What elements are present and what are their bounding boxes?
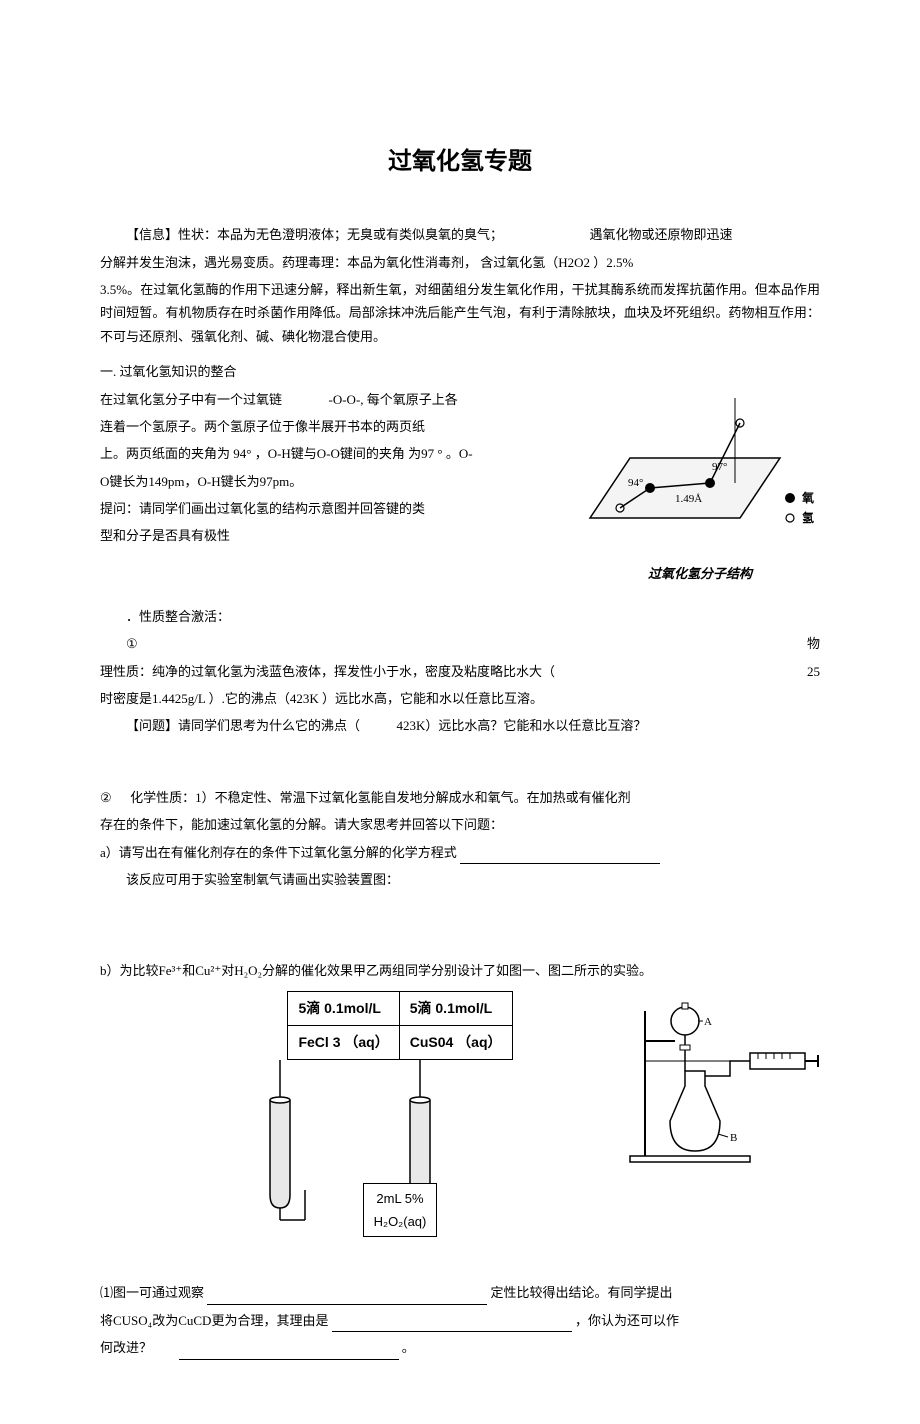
- question-1: 【问题】请同学们思考为什么它的沸点（ 423K）远比水高？它能和水以任意比互溶？: [100, 714, 820, 737]
- bond-length: 1.49Å: [675, 493, 702, 505]
- q-line-3: 何改进？ 。: [100, 1336, 820, 1359]
- legend-hydrogen: 氢: [802, 510, 814, 525]
- label-a: A: [704, 1016, 712, 1028]
- chem-a2: 该反应可用于实验室制氧气请画出实验装置图：: [100, 868, 820, 891]
- circle-2: ②: [100, 790, 112, 805]
- info-paragraph: 【信息】性状：本品为无色澄明液体；无臭或有类似臭氧的臭气； 遇氧化物或还原物即迅…: [100, 223, 820, 246]
- document-page: 过氧化氢专题 【信息】性状：本品为无色澄明液体；无臭或有类似臭氧的臭气； 遇氧化…: [0, 0, 920, 1424]
- blank-2: [332, 1318, 572, 1332]
- drop-right-2: CuS04 （aq）: [399, 1026, 512, 1060]
- box-line1: 2mL 5%: [374, 1187, 427, 1210]
- q1a: 【问题】请同学们思考为什么它的沸点（: [126, 718, 360, 733]
- structure-figure: 94° 97° 1.49Å 氧 氢 过氧化氢分子结构: [580, 388, 820, 585]
- chem-a: a）请写出在有催化剂存在的条件下过氧化氢分解的化学方程式: [100, 841, 820, 864]
- drop-left-2: FeCl 3 （aq）: [288, 1026, 399, 1060]
- info-cont1: 遇氧化物或还原物即迅速: [590, 227, 733, 242]
- props-p1a: 理性质：纯净的过氧化氢为浅蓝色液体，挥发性小于水，密度及粘度略比水大（: [100, 664, 555, 679]
- angle-94: 94°: [628, 477, 643, 489]
- q1b-text: 定性比较得出结论。有同学提出: [491, 1285, 673, 1300]
- props-p1c: 时密度是1.4425g/L ）.它的沸点（423K ）远比水高，它能和水以任意比…: [100, 687, 820, 710]
- apparatus-svg: A B: [620, 991, 820, 1171]
- h2o2-box: 2mL 5% H₂O₂(aq): [363, 1183, 438, 1238]
- q3b-text: 。: [402, 1340, 415, 1355]
- chem-h: 化学性质：1）不稳定性、常温下过氧化氢能自发地分解成水和氧气。在加热或有催化剂: [130, 790, 631, 805]
- blank-3: [179, 1346, 399, 1360]
- sec1-p1b: -O-O-, 每个氧原子上各: [329, 392, 458, 407]
- chem-b: b）为比较Fe³⁺和Cu²⁺对H₂O₂分解的催化效果甲乙两组同学分别设计了如图一…: [100, 959, 820, 982]
- q1b: 423K）远比水高？它能和水以任意比互溶？: [397, 718, 647, 733]
- experiment-fig-1: 5滴 0.1mol/L 5滴 0.1mol/L FeCl 3 （aq） CuS0…: [200, 991, 600, 1238]
- info-line2: 分解并发生泡沫，遇光易变质。药理毒理：本品为氧化性消毒剂， 含过氧化氢（H2O2…: [100, 251, 820, 274]
- q3a-text: 何改进？: [100, 1340, 152, 1355]
- drops-table: 5滴 0.1mol/L 5滴 0.1mol/L FeCl 3 （aq） CuS0…: [287, 991, 512, 1060]
- chem-a-text: a）请写出在有催化剂存在的条件下过氧化氢分解的化学方程式: [100, 845, 457, 860]
- figure-caption: 过氧化氢分子结构: [580, 562, 820, 585]
- legend-oxygen: 氧: [801, 490, 814, 505]
- q1a-text: ⑴图一可通过观察: [100, 1285, 204, 1300]
- structure-svg: 94° 97° 1.49Å 氧 氢: [580, 388, 820, 558]
- drop-left-1: 5滴 0.1mol/L: [288, 991, 399, 1025]
- wu-char: 物: [781, 632, 820, 655]
- box-line2: H₂O₂(aq): [374, 1210, 427, 1233]
- q-line-1: ⑴图一可通过观察 定性比较得出结论。有同学提出: [100, 1281, 820, 1304]
- q2a-text: 将CUSO₄改为CuCD更为合理，其理由是: [100, 1313, 328, 1328]
- chem-head-line: ② 化学性质：1）不稳定性、常温下过氧化氢能自发地分解成水和氧气。在加热或有催化…: [100, 786, 820, 809]
- props-p1: 理性质：纯净的过氧化氢为浅蓝色液体，挥发性小于水，密度及粘度略比水大（ 25: [100, 660, 820, 683]
- num-25: 25: [807, 660, 820, 683]
- chem-p1: 存在的条件下，能加速过氧化氢的分解。请大家思考并回答以下问题：: [100, 813, 820, 836]
- drop-right-1: 5滴 0.1mol/L: [399, 991, 512, 1025]
- blank-equation: [460, 850, 660, 864]
- experiment-row: 5滴 0.1mol/L 5滴 0.1mol/L FeCl 3 （aq） CuS0…: [100, 991, 820, 1238]
- experiment-fig-2: A B: [620, 991, 820, 1178]
- props-circ1-line: ① 物: [100, 632, 820, 655]
- angle-97: 97°: [712, 461, 727, 473]
- label-b: B: [730, 1132, 737, 1144]
- info-line3: 3.5%。在过氧化氢酶的作用下迅速分解，释出新生氧，对细菌组分发生氧化作用，干扰…: [100, 278, 820, 348]
- circle-1: ①: [126, 636, 138, 651]
- page-title: 过氧化氢专题: [100, 140, 820, 183]
- q2b-text: ，你认为还可以作: [575, 1313, 679, 1328]
- section-1-head: 一. 过氧化氢知识的整合: [100, 360, 820, 383]
- props-head: ．性质整合激活：: [100, 605, 820, 628]
- q-line-2: 将CUSO₄改为CuCD更为合理，其理由是 ，你认为还可以作: [100, 1309, 820, 1332]
- sec1-p1a: 在过氧化氢分子中有一个过氧链: [100, 392, 282, 407]
- info-label: 【信息】性状：本品为无色澄明液体；无臭或有类似臭氧的臭气；: [126, 227, 503, 242]
